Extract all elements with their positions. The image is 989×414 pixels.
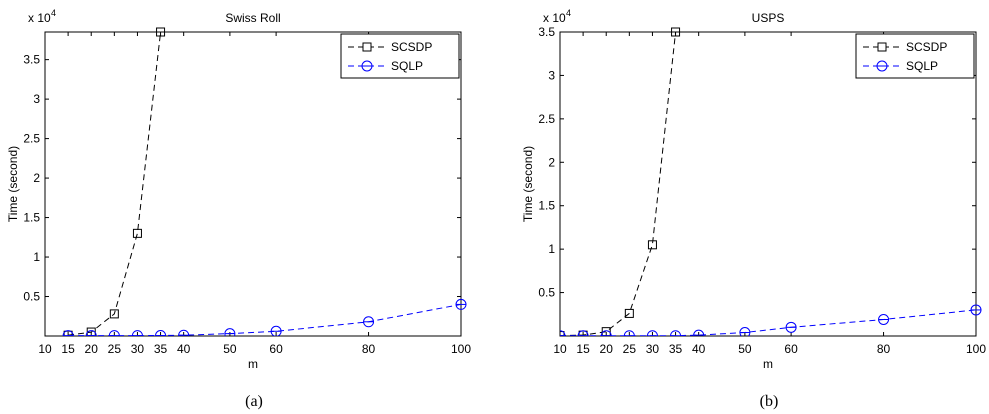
chart-panel-1: 10 15 20 25 30 35 40 50 60 80 100 0.5 1 1.5 2 2.5 3 3.5 x … (6, 8, 471, 410)
chart-title: USPS (752, 11, 785, 25)
legend: SCSDP SQLP (340, 33, 460, 79)
y-tick-label: 3 (33, 92, 40, 106)
x-tick-label: 60 (269, 342, 283, 356)
x-tick-label: 15 (576, 342, 590, 356)
x-axis-label: m (763, 357, 773, 371)
x-tick-label: 50 (223, 342, 237, 356)
x-tick-label: 80 (877, 342, 891, 356)
legend-label: SCSDP (391, 40, 432, 54)
y-tick-label: 3 (548, 68, 555, 82)
x-tick-label: 25 (108, 342, 122, 356)
y-tick-label: 2.5 (538, 112, 555, 126)
y-tick-label: 1.5 (23, 211, 40, 225)
series-sqlp (62, 298, 467, 336)
y-tick-label: 2 (33, 171, 40, 185)
y-tick-label: 2 (548, 155, 555, 169)
data-point (132, 228, 142, 238)
x-tick-label: 80 (362, 342, 376, 356)
series-line (560, 31, 677, 336)
y-multiplier-exponent: 4 (566, 8, 571, 18)
x-tick-label: 35 (669, 342, 683, 356)
y-multiplier: x 10 (28, 11, 51, 25)
data-point (647, 240, 657, 250)
data-point (671, 27, 681, 37)
y-axis-label: Time (second) (521, 146, 535, 222)
legend-label: SCSDP (906, 40, 947, 54)
x-tick-label: 10 (38, 342, 52, 356)
plot-area (559, 31, 977, 337)
y-tick-label: 1 (33, 250, 40, 264)
x-tick-label: 20 (85, 342, 99, 356)
x-tick-label: 40 (692, 342, 706, 356)
x-tick-label: 30 (646, 342, 660, 356)
legend-label: SQLP (906, 59, 938, 73)
x-tick-label: 10 (553, 342, 567, 356)
y-tick-label: 1.5 (538, 199, 555, 213)
series-line (68, 303, 462, 336)
y-tick-label: 3.5 (23, 53, 40, 67)
y-axis-label: Time (second) (6, 146, 20, 222)
chart-title: Swiss Roll (225, 11, 280, 25)
legend-item-scsdp: SCSDP (348, 40, 432, 54)
y-tick-label: 1 (548, 242, 555, 256)
x-tick-label: 60 (784, 342, 798, 356)
legend-box (340, 33, 460, 79)
figure-caption: (b) (760, 393, 779, 410)
x-tick-label: 15 (61, 342, 75, 356)
y-multiplier: x 10 (543, 11, 566, 25)
y-tick-label: 0.5 (538, 286, 555, 300)
x-tick-label: 20 (600, 342, 614, 356)
y-multiplier-exponent: 4 (51, 8, 56, 18)
data-point (624, 308, 634, 318)
x-tick-label: 50 (738, 342, 752, 356)
chart-panel-2: 10 15 20 25 30 35 40 50 60 80 100 0.5 1 1.5 2 2.5 3 3.5x … (521, 8, 986, 410)
y-tick-label: 3.5 (538, 25, 555, 39)
figure-caption: (a) (245, 393, 263, 410)
series-sqlp (560, 304, 982, 336)
x-tick-label: 100 (966, 342, 986, 356)
plot-area (44, 31, 462, 337)
y-tick-label: 0.5 (23, 290, 40, 304)
x-tick-label: 100 (451, 342, 471, 356)
legend: SCSDP SQLP (855, 33, 975, 79)
y-tick-label: 2.5 (23, 132, 40, 146)
data-point (109, 309, 119, 319)
legend-marker (877, 42, 887, 52)
x-tick-label: 30 (131, 342, 145, 356)
series-line (68, 31, 162, 336)
x-tick-label: 40 (177, 342, 191, 356)
x-tick-label: 35 (154, 342, 168, 356)
legend-item-sqlp: SQLP (863, 59, 938, 73)
legend-item-scsdp: SCSDP (863, 40, 947, 54)
x-axis-label: m (248, 357, 258, 371)
legend-item-sqlp: SQLP (348, 59, 423, 73)
legend-marker (362, 42, 372, 52)
legend-label: SQLP (391, 59, 423, 73)
data-point (156, 27, 166, 37)
legend-box (855, 33, 975, 79)
x-tick-label: 25 (623, 342, 637, 356)
